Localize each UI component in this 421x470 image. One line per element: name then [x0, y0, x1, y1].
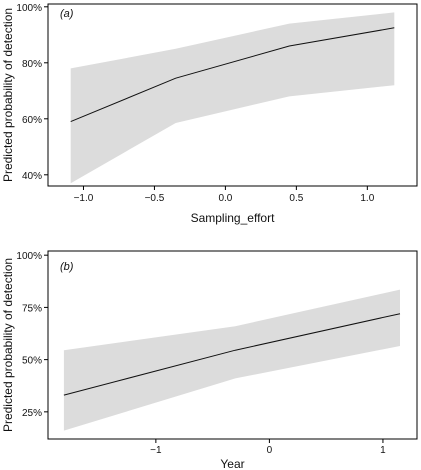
x-tick-label: 1 [380, 445, 386, 456]
y-tick-label: 100% [16, 251, 42, 262]
panel-label: (a) [60, 8, 74, 20]
prediction-line [63, 313, 401, 396]
y-tick-label: 50% [22, 356, 42, 367]
y-axis-label: Predicted probability of detection [1, 258, 15, 432]
panel-label: (b) [60, 261, 74, 273]
y-tick-label: 75% [22, 303, 42, 314]
x-axis-label: Sampling_effort [191, 211, 275, 225]
y-tick-label: 100% [16, 3, 42, 14]
x-tick-label: −0.5 [145, 193, 165, 204]
x-tick-label: −1 [150, 445, 162, 456]
y-tick-label: 60% [22, 115, 42, 126]
panel-b: 25% 50% 75% 100% −1 0 1 Year Predicted probabili… [1, 250, 418, 470]
y-tick-label: 40% [22, 171, 42, 182]
confidence-band [63, 289, 401, 431]
x-tick-label: −1.0 [74, 193, 94, 204]
y-tick-label: 80% [22, 59, 42, 70]
x-tick-label: 0.5 [289, 193, 303, 204]
y-tick-label: 25% [22, 408, 42, 419]
plot-frame [47, 3, 418, 187]
y-axis-label: Predicted probability of detection [1, 8, 15, 182]
x-tick-label: 0 [267, 445, 273, 456]
x-tick-label: 0.0 [218, 193, 232, 204]
confidence-band [70, 12, 395, 184]
prediction-line [70, 27, 395, 123]
x-tick-label: 1.0 [360, 193, 374, 204]
plot-frame [47, 250, 418, 440]
panel-a: 40% 60% 80% 100% −1.0 −0.5 0.0 0.5 1.0 Sampling_e… [1, 3, 418, 225]
x-axis-label: Year [220, 457, 244, 470]
